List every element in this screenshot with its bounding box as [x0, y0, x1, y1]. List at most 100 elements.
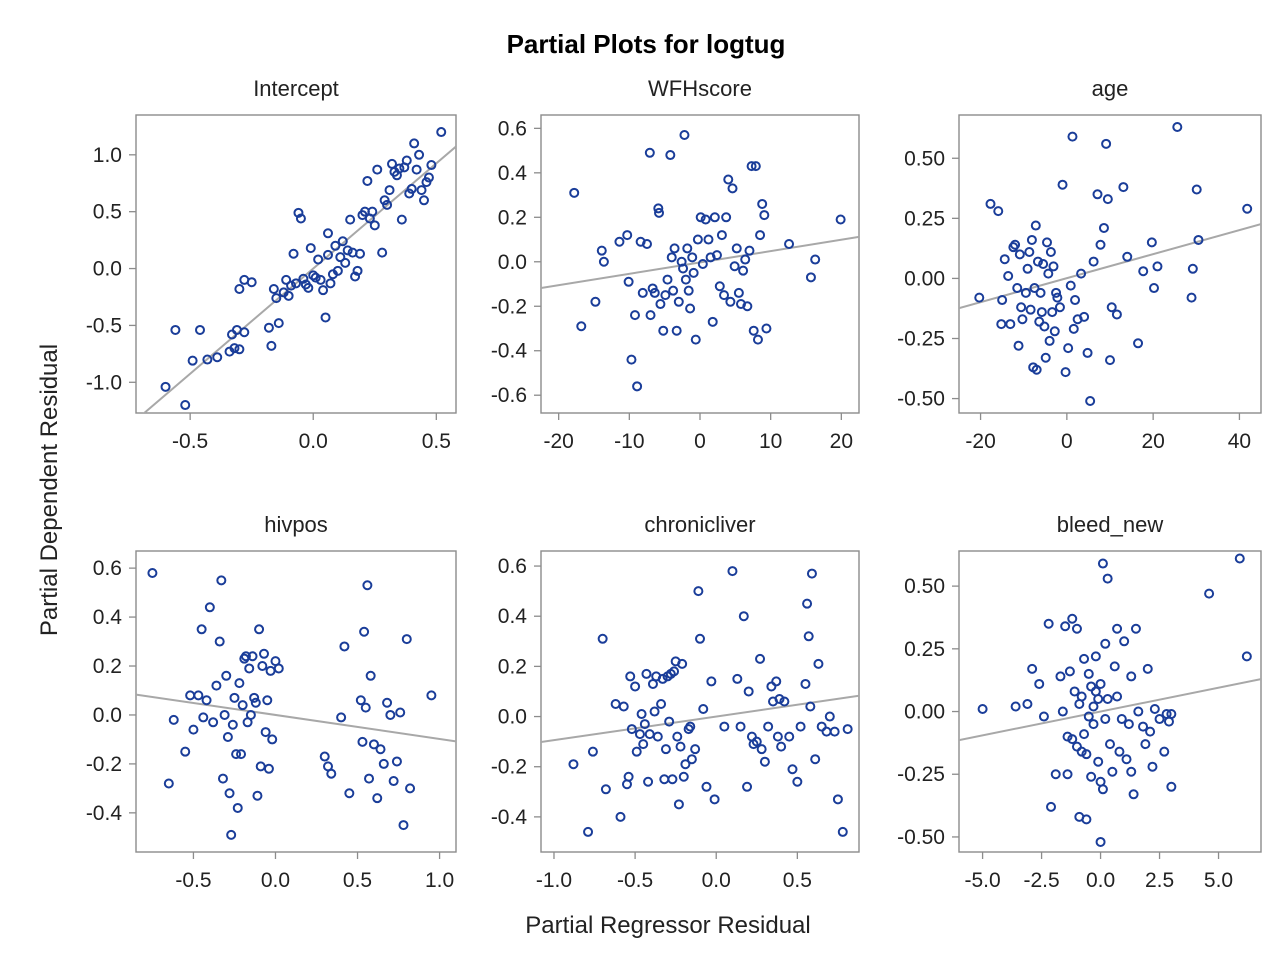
data-point — [1152, 261, 1163, 272]
data-point — [692, 234, 703, 245]
data-point — [757, 198, 768, 209]
x-tick-label: 0.0 — [702, 869, 731, 892]
data-point — [147, 568, 158, 579]
y-tick-label: -0.2 — [491, 295, 527, 318]
panel-wfhscore: WFHscore -20 -10 0 10 20 -0.6 -0.4 -0.2 0.0 0.2 0.4… — [491, 76, 860, 453]
data-point — [774, 693, 785, 704]
data-point — [721, 212, 732, 223]
data-point — [240, 651, 251, 662]
data-point — [1102, 573, 1113, 584]
data-point — [266, 340, 277, 351]
data-point — [587, 746, 598, 757]
data-point — [234, 678, 245, 689]
data-point — [805, 272, 816, 283]
data-point — [1064, 666, 1075, 677]
panel-hivpos: hivpos -0.5 0.0 0.5 1.0 -0.4 -0.2 0.0 0.2 0.4 0.6 — [86, 512, 457, 892]
data-point — [759, 756, 770, 767]
data-point — [405, 783, 416, 794]
data-point — [330, 240, 341, 251]
x-tick-label: 20 — [1141, 430, 1164, 453]
data-point — [436, 127, 447, 138]
data-point — [368, 739, 379, 750]
panels-group: Intercept -0.5 0.0 0.5 -1.0 -0.5 0.0 0.5 1.0 WFHs… — [86, 76, 1262, 892]
data-point — [323, 228, 333, 239]
data-point — [1121, 754, 1132, 765]
data-point — [1105, 739, 1115, 750]
data-point — [810, 754, 821, 765]
data-point — [665, 150, 676, 161]
data-point — [1030, 220, 1041, 231]
data-point — [318, 285, 329, 296]
data-point — [752, 334, 763, 345]
data-point — [1097, 784, 1108, 795]
x-tick-label: 2.5 — [1145, 869, 1174, 892]
data-point — [224, 788, 235, 799]
data-point — [342, 245, 353, 256]
data-point — [701, 781, 712, 792]
data-point — [727, 183, 738, 194]
data-point — [1191, 184, 1202, 195]
data-point — [997, 295, 1008, 306]
data-point — [600, 784, 611, 795]
data-point — [626, 724, 637, 735]
data-point — [703, 234, 714, 245]
data-point — [1109, 661, 1120, 672]
data-point — [1029, 283, 1040, 294]
data-point — [1034, 678, 1045, 689]
data-point — [1083, 711, 1094, 722]
data-point — [1166, 709, 1177, 720]
data-point — [1146, 237, 1157, 248]
data-point — [188, 724, 199, 735]
data-point — [273, 318, 284, 329]
regression-line — [136, 693, 456, 743]
data-point — [660, 744, 671, 755]
data-point — [1014, 249, 1025, 260]
data-point — [1116, 714, 1127, 725]
data-point — [709, 212, 720, 223]
data-point — [743, 686, 754, 697]
data-point — [239, 327, 250, 338]
data-point — [369, 220, 380, 231]
data-point — [1111, 309, 1122, 320]
data-point — [686, 754, 697, 765]
data-point — [688, 267, 699, 278]
data-point — [1082, 347, 1093, 358]
data-point — [645, 310, 656, 321]
data-point — [234, 284, 245, 295]
data-point — [396, 214, 407, 225]
data-point — [658, 325, 669, 336]
data-point — [678, 263, 689, 274]
data-point — [1098, 222, 1109, 233]
y-tick-label: -0.2 — [86, 753, 122, 776]
data-point — [824, 711, 835, 722]
data-point — [759, 210, 770, 221]
data-point — [204, 602, 215, 613]
data-point — [196, 624, 207, 635]
data-point — [1100, 638, 1111, 649]
data-point — [187, 355, 198, 366]
y-tick-label: 0.50 — [904, 147, 945, 170]
data-point — [1242, 203, 1253, 214]
data-point — [236, 749, 247, 760]
data-point — [295, 213, 306, 224]
data-point — [247, 651, 258, 662]
data-point — [1010, 239, 1021, 250]
data-point — [1101, 138, 1112, 149]
y-tick-label: -0.4 — [86, 802, 123, 825]
data-point — [1045, 246, 1056, 257]
data-point — [1088, 701, 1099, 712]
data-point — [649, 706, 660, 717]
data-point — [835, 214, 846, 225]
panel-title: chronicliver — [644, 512, 755, 537]
data-point — [221, 670, 232, 681]
data-point — [394, 163, 405, 174]
data-point — [576, 321, 587, 332]
data-point — [1079, 653, 1090, 664]
data-point — [772, 731, 783, 742]
data-point — [384, 185, 395, 196]
data-point — [293, 207, 304, 218]
x-tick-label: 0.5 — [343, 869, 372, 892]
data-point — [337, 236, 348, 247]
data-point — [675, 741, 686, 752]
data-point — [401, 634, 412, 645]
